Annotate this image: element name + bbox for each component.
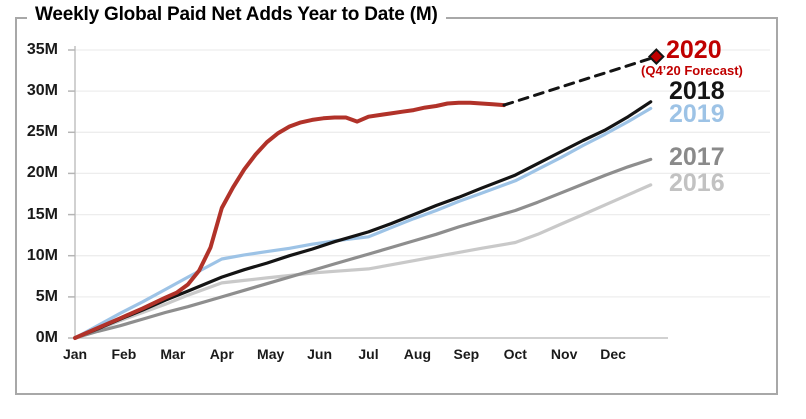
series-label-2018: 2018 [669,77,725,105]
y-tick-label: 20M [26,164,58,182]
x-tick-label: Dec [600,346,626,362]
chart-title: Weekly Global Paid Net Adds Year to Date… [27,4,446,26]
series-line-2017 [73,157,653,340]
x-tick-label: Mar [160,346,186,362]
forecast-diamond-marker [647,48,665,65]
x-tick-label: Oct [503,346,527,362]
forecast-note-label: (Q4’20 Forecast) [641,63,743,78]
series-line-2019 [73,106,653,340]
series-label-2017: 2017 [669,143,725,171]
x-tick-label: May [257,346,285,362]
x-tick-label: Aug [403,346,432,362]
y-tick-label: 30M [26,82,58,100]
x-tick-label: Sep [453,346,480,362]
y-tick-label: 15M [26,205,58,223]
y-tick-label: 10M [26,246,58,264]
x-tick-label: Jun [307,346,333,362]
x-tick-label: Apr [209,346,234,362]
series-label-2020: 2020 [666,36,722,64]
y-tick-label: 25M [26,123,58,141]
series-line-2016 [73,183,653,340]
series-label-2016: 2016 [669,169,725,197]
series-line-2018 [73,100,653,340]
x-tick-label: Nov [550,346,578,362]
x-tick-label: Feb [111,346,137,362]
series-line-2020 [73,100,506,340]
series-label-2019: 2019 [669,100,725,128]
y-tick-label: 5M [35,287,58,305]
y-tick-label: 0M [35,329,58,346]
x-tick-label: Jul [358,346,379,362]
x-tick-label: Jan [62,346,88,362]
series-line-2020-q4-forecast [502,55,658,107]
y-tick-label: 35M [26,41,58,58]
